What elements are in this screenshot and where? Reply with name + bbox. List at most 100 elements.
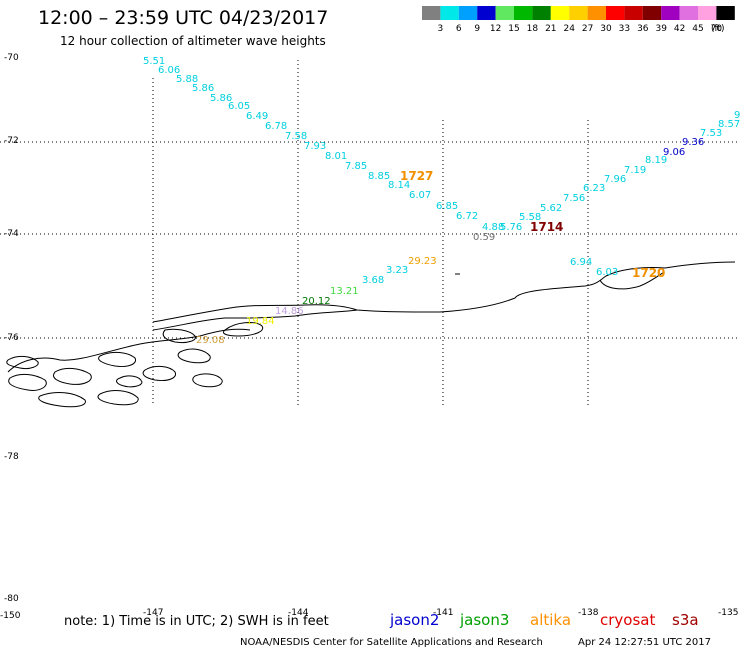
legend-swatch (679, 6, 698, 20)
wave-height-values: 5.51 6.06 5.88 5.86 5.86 6.05 6.49 6.78 … (143, 56, 740, 346)
swh-value: 7.93 (304, 141, 326, 152)
swh-value: 6.85 (436, 201, 458, 212)
lat-label-70: -70 (4, 53, 19, 63)
swh-value: 9 (734, 110, 740, 121)
swh-value: 5.86 (210, 93, 232, 104)
legend-tick-label: 45 (692, 24, 703, 34)
island-11 (6, 355, 39, 369)
lat-label-76: -76 (4, 333, 19, 343)
coast-west (7, 328, 251, 373)
map-title: 12:00 – 23:59 UTC 04/23/2017 (38, 7, 328, 29)
legend-tick-label: 39 (655, 24, 667, 34)
swh-value: 8.85 (368, 171, 390, 182)
swh-value: 6.05 (228, 101, 250, 112)
swh-value: 7.19 (624, 165, 646, 176)
lat-label-78: -78 (4, 452, 19, 462)
legend-swatch (422, 6, 441, 20)
swh-value: 5.86 (192, 83, 214, 94)
island-1 (162, 328, 197, 343)
legend-swatch (495, 6, 514, 20)
island-4 (98, 351, 137, 367)
legend-swatch (458, 6, 478, 20)
island-8 (97, 390, 139, 406)
coastline (6, 261, 736, 408)
island-7 (38, 392, 86, 408)
time-label-1720: 1720 (632, 266, 665, 280)
lon-label-144: -144 (288, 608, 309, 618)
legend-tick-label: 18 (527, 24, 539, 34)
swh-value: 14.86 (275, 306, 304, 317)
swh-value: 5.62 (540, 203, 562, 214)
lon-label-141: -141 (433, 608, 453, 618)
coast-ice-shelf (152, 309, 358, 331)
swh-value: 8.01 (325, 151, 347, 162)
swh-value: 8.19 (645, 155, 667, 166)
legend-tick-label: 24 (563, 24, 575, 34)
footer-note: note: 1) Time is in UTC; 2) SWH is in fe… (64, 614, 329, 629)
legend-swatch (642, 6, 662, 20)
swh-value: 20.12 (302, 296, 331, 307)
swh-value: 29.08 (196, 335, 225, 346)
swh-value: 3.23 (386, 265, 408, 276)
swh-value: 9.36 (682, 137, 704, 148)
lon-label-150: -150 (0, 611, 21, 621)
lat-label-74: -74 (4, 229, 19, 239)
coast-main (152, 261, 736, 323)
swh-value: 6.06 (158, 65, 180, 76)
swh-value: 13.21 (330, 286, 359, 297)
legend-swatch (477, 6, 496, 20)
legend-tick-label: 70 (711, 24, 723, 34)
legend-swatch (624, 6, 643, 20)
lon-label-147: -147 (143, 608, 163, 618)
satellite-legend: jason2 jason3 altika cryosat s3a (389, 611, 699, 629)
swh-value: 7.53 (700, 128, 722, 139)
legend-tick-label: 42 (674, 24, 685, 34)
swh-value: 19.84 (246, 316, 275, 327)
swh-value: 6.07 (409, 190, 431, 201)
legend-swatch (550, 6, 570, 20)
footer-timestamp: Apr 24 12:27:51 UTC 2017 (578, 637, 711, 648)
legend-tick-label: 15 (508, 24, 519, 34)
legend-tick-label: 3 (438, 24, 444, 34)
legend-tick-label: 33 (619, 24, 630, 34)
lat-label-72: -72 (4, 136, 19, 146)
legend-tick-label: 36 (637, 24, 649, 34)
swh-value: 6.03 (596, 267, 618, 278)
footer-credit: NOAA/NESDIS Center for Satellite Applica… (240, 637, 543, 648)
swh-value: 6.23 (583, 183, 605, 194)
sat-s3a: s3a (672, 611, 699, 629)
legend-swatch (440, 6, 459, 20)
lon-label-138: -138 (578, 608, 599, 618)
legend-tick-label: 12 (490, 24, 501, 34)
swh-value: 8.14 (388, 180, 410, 191)
lat-label-80: -80 (4, 594, 19, 604)
legend-swatch (716, 6, 735, 20)
island-10 (192, 373, 223, 388)
sat-jason2: jason2 (389, 611, 439, 629)
swh-value: 6.78 (265, 121, 287, 132)
island-12 (223, 322, 264, 337)
island-5 (142, 365, 177, 381)
swh-value: 6.72 (456, 211, 478, 222)
legend-unit: (ft) (711, 24, 725, 34)
legend-tick-label: 27 (582, 24, 593, 34)
swh-value: 5.51 (143, 56, 165, 67)
swh-value: 0.59 (473, 232, 495, 243)
swh-value: 7.85 (345, 161, 367, 172)
legend-swatch (698, 6, 717, 20)
swh-value: 9.06 (663, 147, 685, 158)
swh-value: 5.88 (176, 74, 198, 85)
island-9 (116, 375, 143, 388)
legend-tick-label: 6 (456, 24, 462, 34)
lon-label-135: -135 (718, 608, 738, 618)
sat-jason3: jason3 (459, 611, 509, 629)
swh-value: 7.96 (604, 174, 626, 185)
legend-swatch (661, 6, 680, 20)
legend-swatch (514, 6, 533, 20)
swh-value: 6.94 (570, 257, 592, 268)
time-label-1727: 1727 (400, 169, 433, 183)
sat-altika: altika (530, 611, 571, 629)
swh-value: 5.58 (519, 212, 541, 223)
legend-swatch (587, 6, 606, 20)
